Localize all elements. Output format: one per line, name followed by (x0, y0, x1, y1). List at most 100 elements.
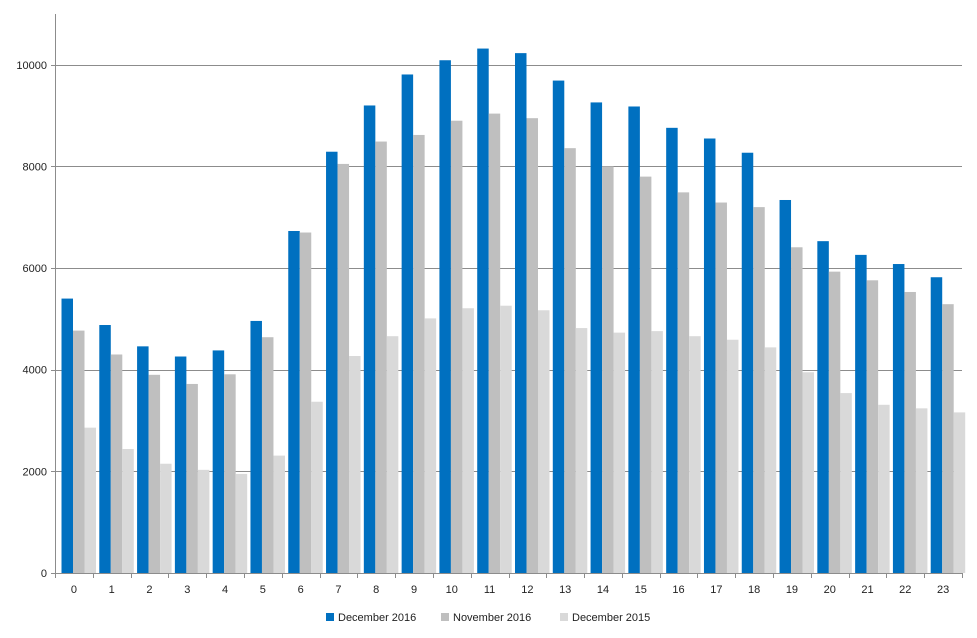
y-tick-label: 8000 (23, 161, 47, 173)
bar-november-2016-11 (488, 113, 501, 573)
bar-december-2015-7 (349, 356, 361, 573)
bar-december-2015-13 (575, 328, 588, 573)
x-tick-label: 16 (672, 584, 684, 596)
x-tick-label: 1 (109, 584, 115, 596)
x-tick-label: 18 (748, 584, 760, 596)
bar-december-2016-10 (439, 60, 451, 574)
bar-december-2016-20 (817, 241, 829, 573)
bar-november-2016-8 (375, 141, 387, 574)
bar-december-2015-14 (613, 332, 626, 573)
bar-december-2016-1 (99, 325, 111, 573)
bar-november-2016-5 (261, 337, 274, 573)
bar-december-2015-5 (273, 455, 285, 573)
legend-label: November 2016 (453, 612, 531, 624)
bar-november-2016-0 (73, 330, 85, 573)
bar-december-2016-22 (892, 264, 905, 573)
bar-december-2015-1 (122, 449, 134, 573)
bar-november-2016-17 (715, 202, 727, 574)
bar-december-2015-4 (235, 473, 248, 573)
x-tick-label: 13 (559, 584, 571, 596)
bar-december-2016-6 (288, 230, 300, 574)
bar-november-2016-10 (450, 120, 463, 573)
bar-december-2016-23 (930, 277, 943, 573)
x-tick-label: 19 (786, 584, 798, 596)
bar-december-2016-7 (326, 151, 338, 573)
bar-november-2016-7 (337, 163, 350, 573)
bar-december-2016-21 (855, 254, 867, 573)
bar-november-2016-4 (224, 374, 236, 573)
bar-november-2016-20 (828, 271, 841, 573)
y-tick-label: 0 (41, 568, 47, 580)
x-tick-label: 5 (260, 584, 266, 596)
axes (51, 14, 963, 578)
bar-december-2015-18 (764, 347, 777, 573)
bar-december-2015-10 (462, 308, 474, 573)
bar-november-2016-23 (942, 304, 954, 573)
bar-december-2015-22 (915, 408, 928, 573)
bar-december-2016-12 (515, 53, 527, 573)
bar-december-2016-2 (137, 346, 149, 573)
bar-december-2016-5 (250, 320, 262, 573)
bar-december-2016-4 (212, 350, 225, 573)
bar-november-2016-19 (791, 247, 803, 573)
bar-december-2016-17 (703, 138, 716, 573)
legend: December 2016 November 2016 December 2015 (326, 612, 650, 624)
x-tick-label: 15 (635, 584, 647, 596)
x-tick-label: 20 (824, 584, 836, 596)
x-tick-label: 12 (521, 584, 533, 596)
x-tick-label: 3 (184, 584, 190, 596)
legend-swatch (441, 613, 449, 621)
bar-november-2016-12 (526, 118, 538, 574)
bar-december-2016-13 (552, 80, 565, 573)
bar-november-2016-18 (753, 207, 765, 574)
bar-december-2015-2 (160, 463, 172, 573)
bar-december-2016-0 (61, 298, 73, 573)
y-tick-label: 6000 (23, 263, 47, 275)
bar-december-2015-3 (197, 469, 210, 573)
x-tick-label: 17 (710, 584, 722, 596)
legend-swatch (326, 613, 334, 621)
x-tick-label: 7 (335, 584, 341, 596)
bar-december-2015-12 (538, 310, 550, 573)
bar-november-2016-13 (564, 148, 576, 573)
bar-december-2016-8 (363, 105, 376, 573)
bar-december-2015-8 (386, 336, 399, 573)
bar-december-2015-0 (84, 427, 96, 573)
bar-november-2016-22 (904, 291, 916, 573)
bar-november-2016-15 (639, 176, 652, 573)
x-tick-label: 4 (222, 584, 228, 596)
bar-november-2016-21 (866, 280, 879, 573)
bar-december-2016-11 (477, 48, 489, 574)
bar-november-2016-14 (602, 166, 614, 573)
bar-december-2015-6 (311, 401, 323, 573)
x-tick-label: 10 (446, 584, 458, 596)
x-tick-label: 2 (146, 584, 152, 596)
x-tick-label: 23 (937, 584, 949, 596)
bar-december-2015-19 (802, 372, 815, 573)
bar-december-2016-9 (401, 74, 414, 573)
legend-label: December 2016 (338, 612, 416, 624)
bar-december-2016-3 (174, 356, 187, 573)
bar-december-2015-23 (953, 412, 966, 573)
y-axis-ticks: 0 2000 4000 6000 8000 10000 (16, 60, 47, 580)
y-tick-label: 4000 (23, 365, 47, 377)
legend-label: December 2015 (572, 612, 650, 624)
x-tick-label: 22 (899, 584, 911, 596)
bars (61, 48, 966, 574)
x-tick-label: 8 (373, 584, 379, 596)
bar-december-2015-15 (651, 331, 663, 573)
bar-november-2016-1 (110, 354, 123, 573)
bar-december-2015-11 (500, 305, 512, 573)
bar-november-2016-2 (148, 374, 161, 573)
x-tick-label: 9 (411, 584, 417, 596)
bar-december-2016-18 (741, 152, 754, 574)
x-tick-label: 0 (71, 584, 77, 596)
bar-december-2016-16 (666, 127, 678, 573)
y-tick-label: 10000 (16, 60, 47, 72)
x-tick-label: 14 (597, 584, 609, 596)
y-tick-label: 2000 (23, 466, 47, 478)
x-tick-label: 11 (484, 584, 495, 596)
bar-november-2016-9 (413, 134, 425, 573)
bar-november-2016-3 (186, 383, 198, 573)
